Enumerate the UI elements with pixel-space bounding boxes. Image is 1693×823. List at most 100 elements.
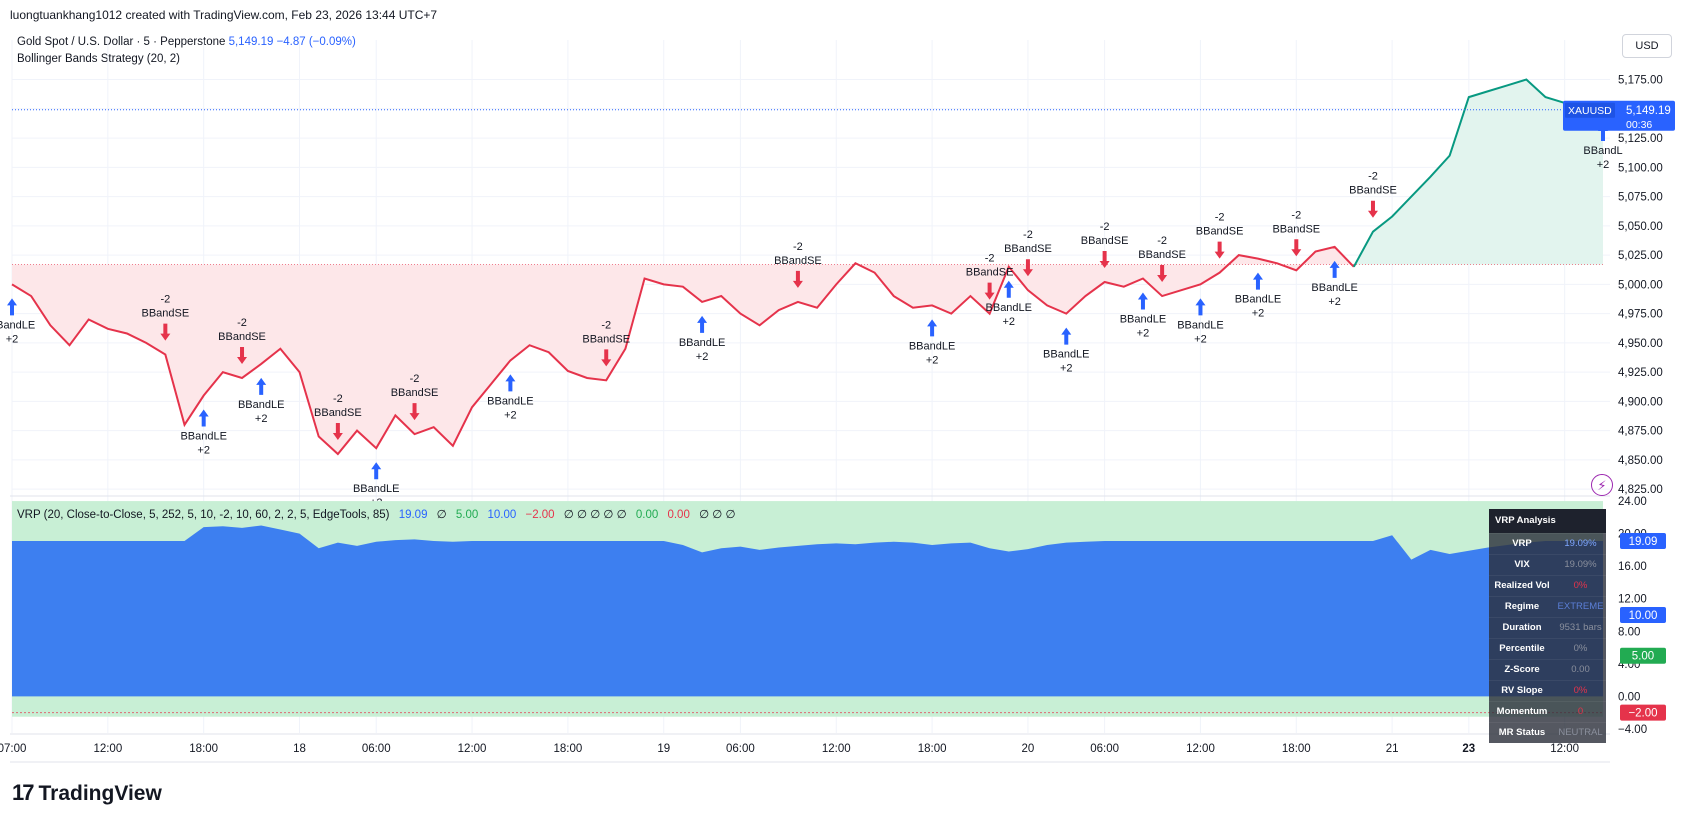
signal-label: BBandSE [582,333,630,345]
price-line-bear [11,245,1355,456]
vrp-row-key: Z-Score [1504,664,1540,675]
vrp-value-8: 0.00 [667,509,690,521]
signal-qty: +2 [1328,296,1341,308]
long-entry-arrow [1061,327,1072,345]
short-entry-arrow [1157,265,1168,283]
vrp-table-row: Regime EXTREME [1489,596,1606,617]
signal-qty: +2 [6,333,19,345]
signal-qty: +2 [926,354,939,366]
price-axis-label: 4,975.00 [1618,309,1663,321]
signal-qty: +2 [1060,363,1073,375]
bear-zone-fill [12,246,1354,455]
tradingview-logo[interactable]: 17 TradingView [12,780,162,806]
vrp-axis-label: −4.00 [1618,724,1647,736]
price-axis-label: 5,100.00 [1618,162,1663,174]
price-line-bull [1352,78,1604,268]
signal-label: BBandSE [774,255,822,267]
signal-qty: -2 [1368,171,1378,183]
signal-label: BBandSE [391,387,439,399]
short-entry-arrow [160,323,171,341]
vrp-area [12,525,1603,697]
time-axis-label: 18:00 [1282,743,1311,755]
price-axis-label: 5,050.00 [1618,221,1663,233]
vrp-level-label: 5.00 [1632,651,1654,663]
signal-qty: -2 [160,294,170,306]
long-entry-arrow [505,374,516,392]
signal-qty: -2 [1023,229,1033,241]
signal-label: BBandLE [353,483,399,495]
signal-label: BBandLE [1120,314,1166,326]
vrp-value-7: 0.00 [635,509,659,521]
signal-label: BBandLE [1043,349,1089,361]
time-axis-label: 18:00 [189,743,218,755]
vrp-level-label: 10.00 [1629,610,1658,622]
long-entry-arrow [1329,260,1340,278]
signal-label: BBandSE [1081,235,1129,247]
signal-label: BBandSE [1138,249,1186,261]
vrp-row-key: VRP [1512,538,1532,549]
time-axis-label: 18 [293,743,306,755]
symbol-title[interactable]: Gold Spot / U.S. Dollar · 5 · Pepperston… [17,36,226,48]
signal-qty: -2 [333,393,343,405]
vrp-level-label: 19.09 [1629,536,1658,548]
time-axis-label: 06:00 [362,743,391,755]
vrp-row-value: EXTREME [1557,601,1604,612]
strategy-title[interactable]: Bollinger Bands Strategy (20, 2) [17,53,181,65]
vrp-indicator-title[interactable]: VRP (20, Close-to-Close, 5, 252, 5, 10, … [17,509,390,521]
time-axis-label: 18:00 [554,743,583,755]
price-axis-label: 4,950.00 [1618,338,1663,350]
vrp-table-row: Z-Score 0.00 [1489,659,1606,680]
vrp-table-row: RV Slope 0% [1489,680,1606,701]
time-axis-label: 06:00 [1090,743,1119,755]
time-axis-label: 12:00 [822,743,851,755]
signal-qty: +2 [1137,328,1150,340]
short-entry-arrow [984,282,995,300]
last-price-label: 5,149.19 [1626,105,1671,117]
short-entry-arrow [409,403,420,421]
signal-qty: +2 [197,445,210,457]
vrp-row-key: Regime [1504,601,1540,612]
vrp-row-value: 0 [1577,706,1584,717]
vrp-axis-label: 16.00 [1618,561,1647,573]
signal-qty: +2 [696,351,709,363]
signal-label: BBandLE [1311,282,1357,294]
signal-qty: +2 [1252,308,1265,320]
time-axis-label: 07:00 [0,743,26,755]
time-axis-label: 06:00 [726,743,755,755]
signal-qty: +2 [1194,333,1207,345]
symbol-tag [1565,102,1615,118]
lightning-icon[interactable]: ⚡ [1591,474,1613,496]
tradingview-logo-text: TradingView [38,782,162,805]
price-axis-label: 4,850.00 [1618,455,1663,467]
short-entry-arrow [1022,259,1033,277]
vrp-row-value: 19.09% [1564,559,1597,570]
time-axis-label: 19 [657,743,670,755]
vrp-table-row: Momentum 0 [1489,701,1606,722]
signal-qty: -2 [237,317,247,329]
vrp-table-row: VIX 19.09% [1489,554,1606,575]
short-entry-arrow [332,423,343,441]
short-entry-arrow [1291,239,1302,257]
vrp-row-key: Percentile [1499,643,1545,654]
vrp-analysis-table: VRP Analysis VRP 19.09% VIX 19.09% Realize… [1489,509,1606,743]
long-entry-arrow [1252,272,1263,290]
vrp-value-9: ∅ ∅ ∅ [699,509,736,521]
signal-qty: +2 [255,413,268,425]
signal-label: BBandLE [0,319,35,331]
vrp-value-4: 10.00 [487,509,517,521]
vrp-row-key: VIX [1514,559,1530,570]
price-axis-label: 4,875.00 [1618,426,1663,438]
signal-label: BBandLE [1177,319,1223,331]
time-axis-label: 21 [1386,743,1399,755]
signal-qty: -2 [1291,209,1301,221]
signal-label: BBandLE [909,340,955,352]
currency-selector[interactable]: USD [1622,34,1672,58]
vrp-row-value: 19.09% [1564,538,1597,549]
signal-label: BBandSE [218,331,266,343]
vrp-level-label: −2.00 [1628,708,1657,720]
signal-qty: -2 [793,241,803,253]
short-entry-arrow [237,346,248,364]
vrp-legend: VRP (20, Close-to-Close, 5, 252, 5, 10, … [17,507,742,521]
signal-label: BBandLE [986,302,1032,314]
